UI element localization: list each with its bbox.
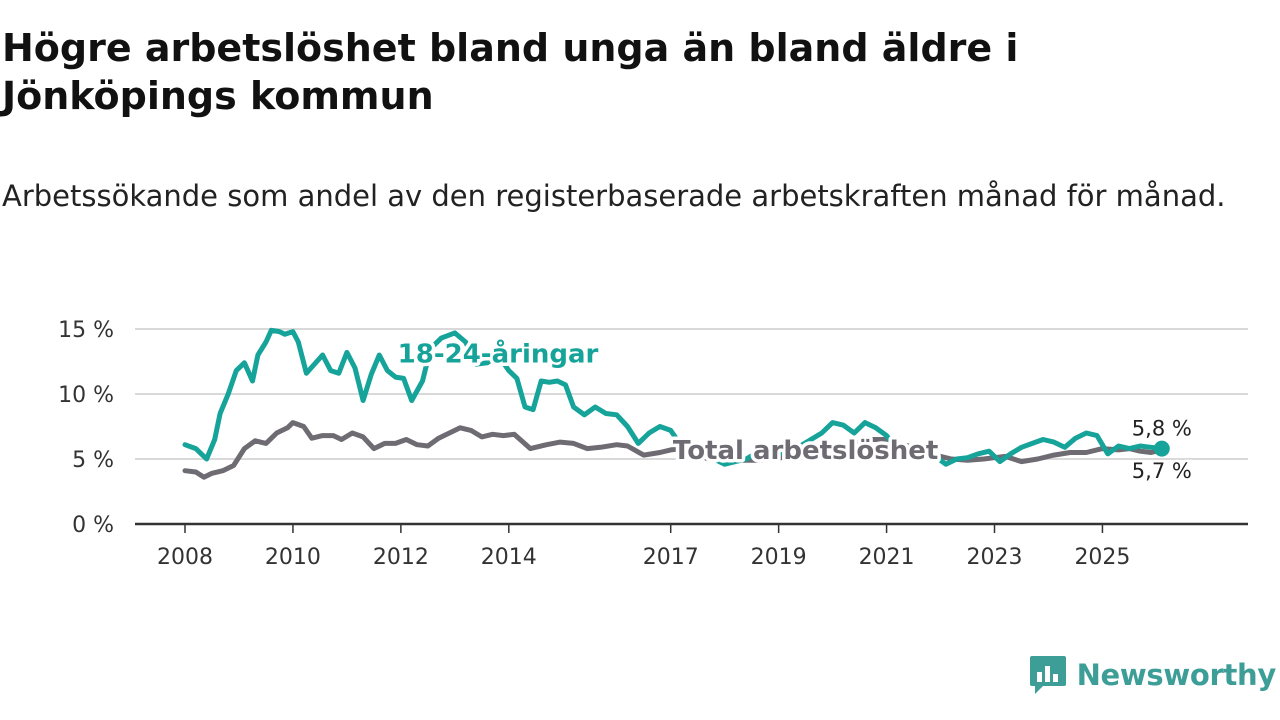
series-label-total: Total arbetslöshet (673, 436, 938, 466)
series-labels: 18-24-åringar Total arbetslöshet 5,8 % 5,7 … (394, 334, 1194, 485)
x-axis-ticks: 2008 2010 2012 2014 2017 2019 2021 2023 2025 (157, 524, 1130, 570)
chart-subtitle: Arbetssökande som andel av den registerb… (2, 179, 1226, 213)
end-point-marker (1153, 440, 1170, 457)
y-tick-label: 5 % (72, 448, 114, 473)
x-tick-label: 2023 (967, 545, 1023, 570)
brand-name: Newsworthy (1076, 658, 1277, 692)
x-tick-label: 2008 (157, 545, 213, 570)
y-tick-label: 10 % (58, 383, 114, 408)
end-label-total: 5,7 % (1132, 459, 1192, 483)
x-tick-label: 2019 (751, 545, 807, 570)
x-tick-label: 2025 (1074, 545, 1130, 570)
x-tick-label: 2021 (859, 545, 915, 570)
x-tick-label: 2012 (373, 545, 429, 570)
y-tick-label: 15 % (58, 318, 114, 343)
chart-title: Högre arbetslöshet bland unga än bland ä… (2, 26, 1019, 118)
series-line-young (182, 327, 1165, 467)
newsworthy-logo: Newsworthy (1029, 654, 1276, 696)
gridlines (135, 328, 1248, 526)
series-label-young: 18-24-åringar (398, 338, 599, 370)
x-tick-label: 2017 (643, 545, 699, 570)
line-chart: 0 %5 %10 %15 % 2008 2010 2012 2014 2017 2019 2… (58, 318, 1248, 570)
x-tick-label: 2014 (481, 545, 537, 570)
series-line-total (182, 420, 1165, 480)
y-tick-label: 0 % (72, 513, 114, 538)
bar-chart-speech-bubble-icon (1029, 656, 1066, 694)
y-axis-ticks: 0 % 5 % 10 % 15 % (58, 318, 114, 538)
end-label-young: 5,8 % (1132, 417, 1192, 441)
x-tick-label: 2010 (265, 545, 321, 570)
series-lines (182, 327, 1170, 480)
